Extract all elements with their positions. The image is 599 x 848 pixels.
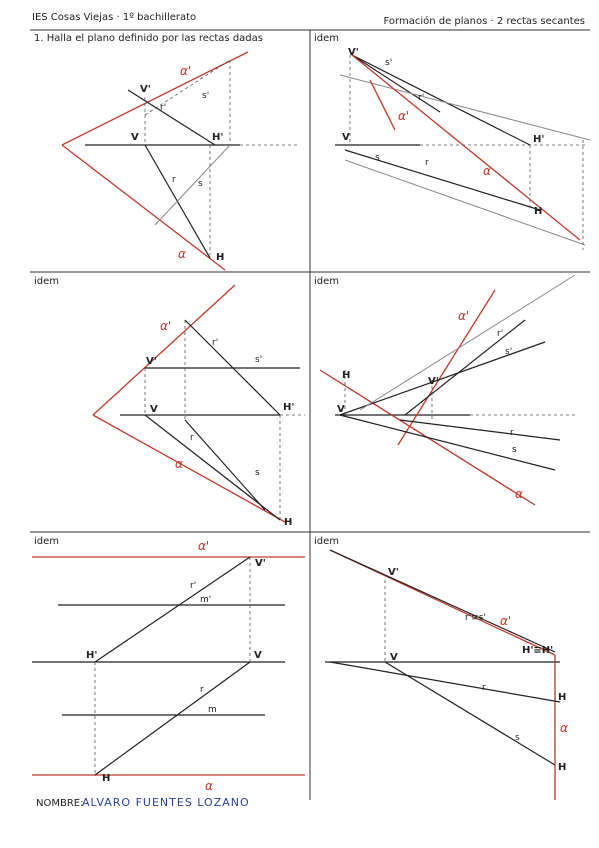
label: r'≡s' [465,613,486,623]
label: m' [200,595,211,605]
label: H' [86,650,97,661]
label: s' [385,58,392,68]
label: s [512,445,517,455]
student-name: ALVARO FUENTES LOZANO [82,796,250,809]
label: V' [255,558,266,569]
panel-title: idem [314,276,339,287]
panel-title: 1. Halla el plano definido por las recta… [34,33,263,44]
label: s' [255,355,262,365]
label: m [208,705,217,715]
label: α [205,779,213,793]
label: H [558,762,566,773]
label: r [190,433,194,443]
label: H [216,252,224,263]
label: r [482,683,486,693]
label: V [150,404,158,415]
label: r' [418,93,424,103]
label: s' [202,91,209,101]
label: α [560,721,568,735]
label: α [178,247,186,261]
diagram [335,54,591,250]
label: V' [146,356,157,367]
label: H' [533,134,544,145]
label: r [425,158,429,168]
label: r' [497,329,503,339]
label: r [200,685,204,695]
label: r [172,175,176,185]
label: α' [398,109,409,123]
label: V' [348,47,359,58]
label: V [337,404,345,415]
label: r' [212,338,218,348]
label: α' [198,539,209,553]
label: V [342,132,350,143]
label: H [102,773,110,784]
label: α' [500,614,511,628]
label: α' [160,319,171,333]
label: H'≡H' [522,645,553,656]
label: H [342,370,350,381]
label: H [534,206,542,217]
label: α [483,164,491,178]
diagram [319,274,576,506]
label: H' [283,402,294,413]
label: α' [458,309,469,323]
label: H [558,692,566,703]
label: s [255,468,260,478]
label: V [390,652,398,663]
school: IES Cosas Viejas · 1º bachillerato [32,12,196,23]
diagram [32,556,305,776]
diagram [325,549,561,800]
panel-title: idem [34,276,59,287]
label: r' [190,581,196,591]
label: r' [160,103,166,113]
frame [30,29,590,800]
topic: Formación de planos · 2 rectas secantes [384,15,586,27]
label: V' [428,376,439,387]
label: α [515,487,523,501]
diagram [92,284,305,523]
label: H [284,517,292,528]
label: V' [388,567,399,578]
label: s' [505,347,512,357]
diagram [61,51,300,271]
name-label: NOMBRE: [36,798,83,809]
label: α' [180,64,191,78]
panel-title: idem [314,536,339,547]
label: s [515,733,520,743]
label: s [375,153,380,163]
panel-title: idem [314,33,339,44]
label: r [510,428,514,438]
label: V [131,132,139,143]
panel-title: idem [34,536,59,547]
label: s [198,179,203,189]
label: H' [212,132,223,143]
label: V [254,650,262,661]
label: V' [140,84,151,95]
label: α [175,457,183,471]
